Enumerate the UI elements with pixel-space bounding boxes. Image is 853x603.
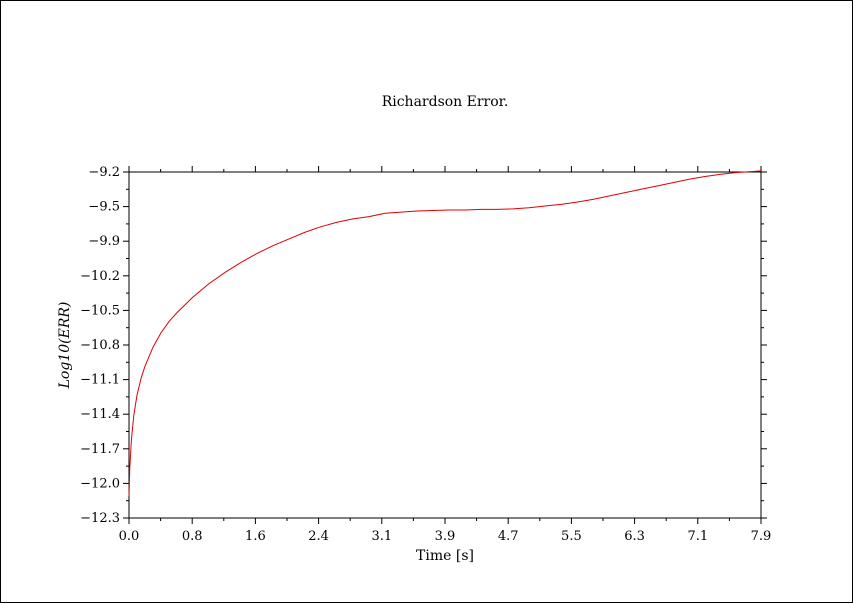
y-tick-label: −11.1 [80,373,120,388]
x-tick-label: 7.1 [687,529,708,544]
chart-title: Richardson Error. [382,94,509,110]
x-tick-label: 7.9 [751,529,772,544]
tick-marks [123,166,767,524]
series-line [128,170,762,496]
x-tick-label: 3.1 [371,529,392,544]
y-tick-label: −10.8 [80,338,120,353]
x-tick-label: 5.5 [561,529,582,544]
y-tick-label: −12.3 [80,511,120,526]
tick-labels: 0.0 0.8 1.6 2.4 3.1 3.9 4.7 5.5 6.3 7.1 7.9 −9.2 −9.… [80,165,771,544]
x-axis-label: Time [s] [416,548,474,564]
y-tick-label: −10.5 [80,303,120,318]
x-tick-label: 0.8 [182,529,203,544]
y-tick-label: −9.5 [88,200,120,215]
y-tick-label: −11.4 [80,407,120,422]
plot-area [128,171,762,519]
y-axis-label: Log10(ERR) [57,302,73,390]
x-tick-label: 4.7 [498,529,519,544]
y-tick-label: −9.2 [88,165,120,180]
x-tick-label: 2.4 [308,529,329,544]
x-tick-label: 1.6 [245,529,266,544]
x-tick-label: 3.9 [435,529,456,544]
x-tick-label: 6.3 [624,529,645,544]
y-tick-label: −10.2 [80,269,120,284]
y-tick-label: −12.0 [80,476,120,491]
x-tick-label: 0.0 [119,529,140,544]
y-tick-label: −11.7 [80,442,120,457]
y-tick-label: −9.9 [88,234,120,249]
